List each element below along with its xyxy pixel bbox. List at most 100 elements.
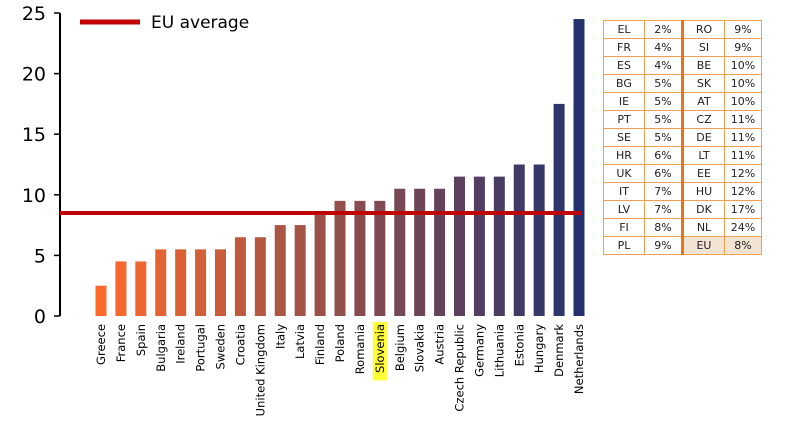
country-code: SK <box>681 74 725 93</box>
highlight-slovenia <box>372 322 387 381</box>
legend-label-eu-average: EU average <box>151 13 249 33</box>
x-label-group: Bulgaria <box>154 324 168 372</box>
percentage: 5% <box>644 92 683 111</box>
x-label-portugal: Portugal <box>194 324 208 372</box>
country-code: EE <box>681 164 725 183</box>
x-label-slovenia: Slovenia <box>373 324 387 373</box>
x-label-group: Slovakia <box>413 324 427 372</box>
percentage: 11% <box>724 146 762 165</box>
x-label-group: Poland <box>333 324 347 362</box>
bar-portugal <box>195 249 207 316</box>
y-tick-label: 10 <box>22 185 46 207</box>
bar-greece <box>95 285 107 316</box>
x-label-group: Ireland <box>174 324 188 364</box>
x-label-group: Hungary <box>532 324 546 373</box>
country-code: PL <box>603 236 645 255</box>
bar-chart: 0 5 10 15 20 25 Greece France Spain Bulgaria Irel… <box>22 3 586 416</box>
x-label-group: Germany <box>472 324 486 377</box>
country-code: ES <box>603 56 645 75</box>
bar-denmark <box>553 103 565 317</box>
x-label-austria: Austria <box>433 324 447 365</box>
x-label-belgium: Belgium <box>393 324 407 371</box>
country-code: LT <box>681 146 725 165</box>
bar-spain <box>135 261 147 316</box>
percentage: 8% <box>724 236 762 255</box>
x-label-group: Finland <box>313 324 327 365</box>
table-row: HR 6% LT 11% <box>603 146 762 165</box>
x-label-group: Spain <box>134 324 148 356</box>
country-code: BG <box>603 74 645 93</box>
x-label-poland: Poland <box>333 324 347 362</box>
x-label-group: France <box>114 324 128 362</box>
x-label-lithuania: Lithuania <box>492 324 506 377</box>
x-label-france: France <box>114 324 128 362</box>
x-label-croatia: Croatia <box>233 324 247 365</box>
x-label-sweden: Sweden <box>214 324 228 369</box>
percentage: 4% <box>644 38 683 57</box>
bar-romania <box>354 200 366 316</box>
percentage: 10% <box>724 56 762 75</box>
x-label-slovakia: Slovakia <box>413 324 427 372</box>
table-row: FI 8% NL 24% <box>603 218 762 237</box>
table-row: ES 4% BE 10% <box>603 56 762 75</box>
table-row: EL 2% RO 9% <box>603 20 762 39</box>
percentage: 9% <box>724 20 762 39</box>
x-label-czech-republic: Czech Republic <box>453 324 467 412</box>
country-code: PT <box>603 110 645 129</box>
x-label-germany: Germany <box>472 324 486 377</box>
x-label-group: Latvia <box>293 324 307 359</box>
x-label-group: Italy <box>273 324 287 349</box>
percentage: 10% <box>724 74 762 93</box>
percentage: 7% <box>644 200 683 219</box>
country-code: BE <box>681 56 725 75</box>
x-label-group: Croatia <box>233 324 247 365</box>
bar-latvia <box>294 225 306 316</box>
table-row: BG 5% SK 10% <box>603 74 762 93</box>
bars <box>95 19 585 317</box>
bar-bulgaria <box>155 249 167 316</box>
country-code: SE <box>603 128 645 147</box>
x-label-group: Romania <box>353 324 367 374</box>
y-axis: 0 5 10 15 20 25 <box>22 3 61 328</box>
percentage: 11% <box>724 128 762 147</box>
bar-poland <box>334 200 346 316</box>
country-code: DK <box>681 200 725 219</box>
percentage: 11% <box>724 110 762 129</box>
bar-estonia <box>513 164 525 316</box>
country-code: IE <box>603 92 645 111</box>
percentage: 24% <box>724 218 762 237</box>
bar-austria <box>434 188 446 316</box>
x-label-finland: Finland <box>313 324 327 365</box>
percentage: 8% <box>644 218 683 237</box>
x-label-romania: Romania <box>353 324 367 374</box>
x-label-estonia: Estonia <box>512 324 526 366</box>
percentage: 6% <box>644 164 683 183</box>
y-tick-label: 20 <box>22 64 46 86</box>
table-row: PL 9% EU 8% <box>603 236 762 255</box>
table-row: IT 7% HU 12% <box>603 182 762 201</box>
x-axis-labels: Greece France Spain Bulgaria Ireland Portugal… <box>94 322 586 416</box>
bar-hungary <box>533 164 545 316</box>
table-row: PT 5% CZ 11% <box>603 110 762 129</box>
percentage: 4% <box>644 56 683 75</box>
percentage: 5% <box>644 110 683 129</box>
x-label-group: Estonia <box>512 324 526 366</box>
country-code: SI <box>681 38 725 57</box>
x-label-group: Slovenia <box>372 322 387 381</box>
country-code: EU <box>681 236 725 255</box>
x-label-group: Sweden <box>214 324 228 369</box>
bar-czech-republic <box>454 176 465 316</box>
percentage: 10% <box>724 92 762 111</box>
country-code: LV <box>603 200 645 219</box>
bar-sweden <box>215 249 226 316</box>
x-label-group: Greece <box>94 324 108 365</box>
x-label-bulgaria: Bulgaria <box>154 324 168 372</box>
x-label-group: Austria <box>433 324 447 365</box>
percentage: 2% <box>644 20 683 39</box>
bar-germany <box>473 176 485 316</box>
percentage: 12% <box>724 164 762 183</box>
country-code: IT <box>603 182 645 201</box>
country-code: AT <box>681 92 725 111</box>
country-code: NL <box>681 218 725 237</box>
y-tick-label: 25 <box>22 3 46 25</box>
